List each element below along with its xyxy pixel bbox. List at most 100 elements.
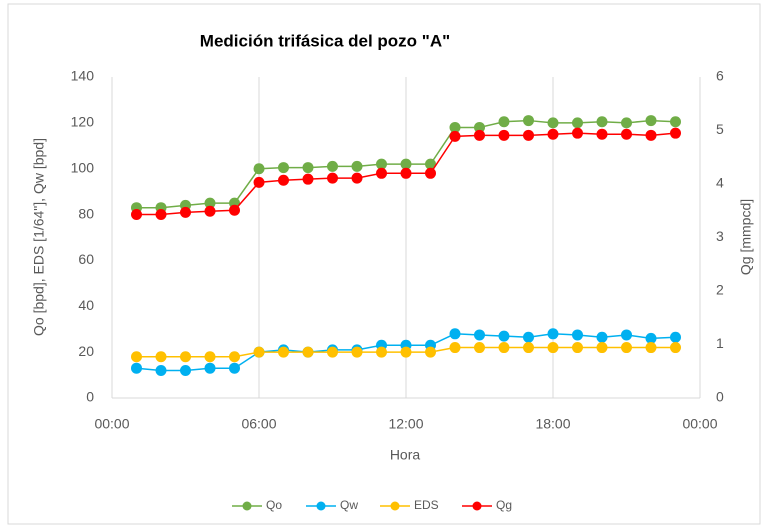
marker (351, 346, 363, 358)
marker (180, 351, 191, 363)
marker (670, 331, 681, 343)
marker (498, 342, 510, 354)
legend-label: Qg (496, 498, 512, 512)
marker (302, 162, 314, 174)
y-tick-label: 20 (78, 343, 94, 359)
marker (596, 331, 608, 343)
legend-marker (390, 501, 400, 511)
marker (302, 173, 314, 185)
y-tick-label: 80 (78, 205, 94, 221)
marker (498, 129, 510, 141)
marker (253, 163, 265, 175)
marker (449, 121, 461, 133)
y2-axis-label: Qg [mmpcd] (738, 199, 754, 275)
marker (572, 127, 583, 139)
marker (400, 167, 412, 179)
legend-label: Qw (340, 498, 358, 512)
chart-border (7, 3, 761, 525)
marker (523, 331, 534, 343)
x-tick-label: 12:00 (388, 416, 423, 432)
marker (596, 116, 608, 128)
marker (131, 351, 142, 363)
marker (278, 346, 289, 358)
marker (229, 362, 240, 374)
marker (645, 342, 657, 354)
marker (302, 346, 314, 358)
marker (547, 342, 559, 354)
marker (253, 346, 265, 358)
marker (621, 117, 632, 129)
marker (645, 115, 657, 127)
marker (229, 351, 240, 363)
y2-tick-label: 3 (716, 228, 724, 244)
legend-label: Qo (266, 498, 282, 512)
marker (400, 346, 412, 358)
marker (645, 129, 657, 141)
marker (596, 342, 608, 354)
marker (180, 206, 191, 218)
y2-tick-label: 0 (716, 389, 724, 405)
marker (376, 158, 387, 170)
marker (596, 128, 608, 140)
marker (155, 208, 167, 220)
marker (572, 329, 583, 341)
marker (229, 204, 240, 216)
marker (327, 172, 338, 184)
marker (425, 167, 436, 179)
marker (547, 117, 559, 129)
marker (155, 351, 167, 363)
y2-tick-label: 6 (716, 68, 724, 84)
marker (523, 115, 534, 127)
x-axis-label: Hora (390, 447, 421, 463)
legend-marker (316, 501, 326, 511)
marker (645, 332, 657, 344)
y2-tick-label: 4 (716, 175, 724, 191)
legend-label: EDS (414, 498, 439, 512)
marker (572, 342, 583, 354)
y-tick-label: 100 (71, 159, 95, 175)
marker (278, 162, 289, 174)
y-tick-label: 140 (71, 68, 95, 84)
marker (204, 205, 216, 217)
y-tick-label: 0 (86, 389, 94, 405)
marker (131, 362, 142, 374)
marker (670, 116, 681, 128)
marker (474, 342, 485, 354)
marker (155, 364, 167, 376)
marker (131, 208, 142, 220)
marker (474, 121, 485, 133)
marker (621, 342, 632, 354)
marker (474, 329, 485, 341)
marker (547, 328, 559, 340)
y2-tick-label: 5 (716, 121, 724, 137)
marker (351, 172, 363, 184)
marker (547, 128, 559, 140)
marker (425, 158, 436, 170)
marker (204, 197, 216, 209)
marker (621, 329, 632, 341)
marker (253, 176, 265, 188)
marker (449, 342, 461, 354)
marker (523, 342, 534, 354)
x-tick-label: 00:00 (94, 416, 129, 432)
x-tick-label: 18:00 (535, 416, 570, 432)
y-axis-label: Qo [bpd], EDS [1/64"], Qw [bpd] (31, 138, 47, 336)
x-tick-label: 06:00 (241, 416, 276, 432)
marker (180, 364, 191, 376)
marker (498, 116, 510, 128)
marker (523, 129, 534, 141)
marker (425, 346, 436, 358)
y-tick-label: 40 (78, 297, 94, 313)
marker (449, 328, 461, 340)
legend-marker (472, 501, 482, 511)
marker (572, 117, 583, 129)
marker (376, 346, 387, 358)
y2-tick-label: 1 (716, 335, 724, 351)
marker (327, 160, 338, 172)
chart-title: Medición trifásica del pozo "A" (200, 31, 450, 50)
marker (376, 167, 387, 179)
marker (327, 346, 338, 358)
marker (449, 130, 461, 142)
marker (204, 351, 216, 363)
